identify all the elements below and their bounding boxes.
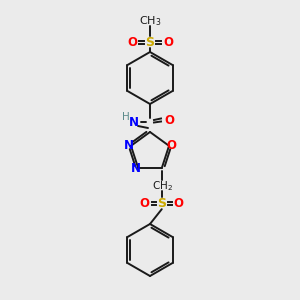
Text: O: O	[174, 197, 184, 210]
Text: N: N	[131, 162, 141, 175]
Text: CH$_3$: CH$_3$	[139, 14, 161, 28]
Text: O: O	[127, 35, 137, 49]
Text: H: H	[122, 112, 130, 122]
Text: N: N	[129, 116, 139, 128]
Text: O: O	[140, 197, 150, 210]
Text: O: O	[163, 35, 173, 49]
Text: S: S	[157, 197, 166, 210]
Text: O: O	[166, 139, 176, 152]
Text: CH$_2$: CH$_2$	[152, 179, 173, 193]
Text: O: O	[164, 113, 174, 127]
Text: N: N	[124, 139, 134, 152]
Text: S: S	[146, 35, 154, 49]
